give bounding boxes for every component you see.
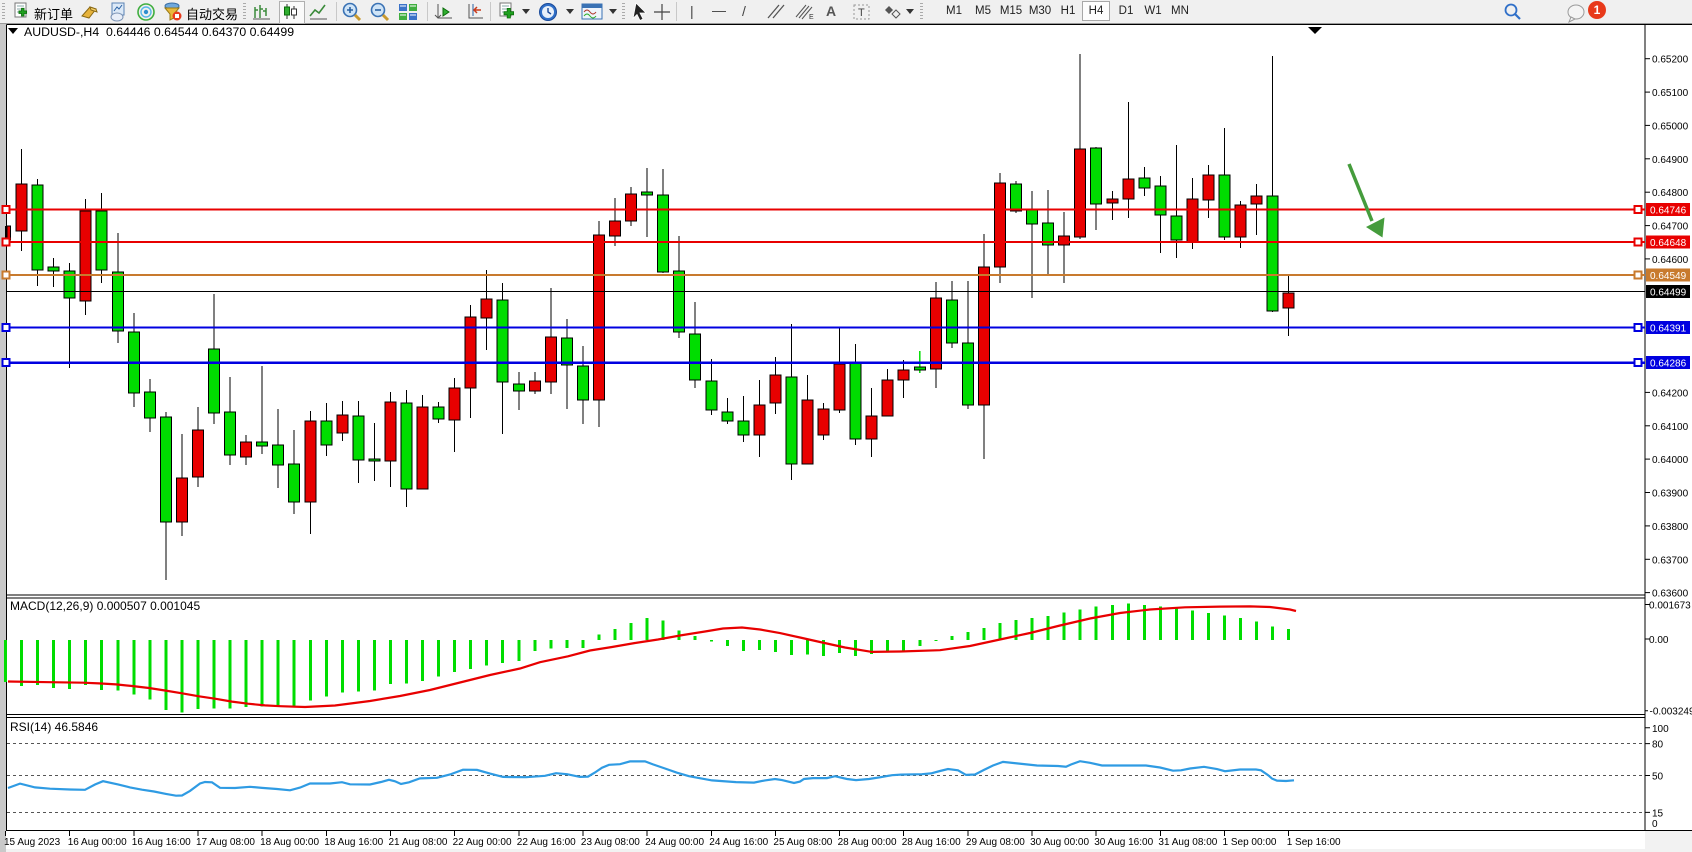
svg-text:0.64800: 0.64800 xyxy=(1652,188,1689,199)
svg-text:0.00: 0.00 xyxy=(1649,635,1669,646)
svg-text:0.001673: 0.001673 xyxy=(1649,601,1691,612)
svg-text:-0.003249: -0.003249 xyxy=(1650,707,1692,718)
svg-text:0.63700: 0.63700 xyxy=(1652,555,1689,566)
svg-text:0.64286: 0.64286 xyxy=(1650,359,1687,370)
svg-text:0.64746: 0.64746 xyxy=(1650,206,1687,217)
svg-text:0.64499: 0.64499 xyxy=(1650,288,1687,299)
svg-text:28 Aug 16:00: 28 Aug 16:00 xyxy=(902,837,961,848)
svg-text:16 Aug 16:00: 16 Aug 16:00 xyxy=(132,837,191,848)
svg-text:18 Aug 00:00: 18 Aug 00:00 xyxy=(260,837,319,848)
svg-text:0.63600: 0.63600 xyxy=(1652,589,1689,600)
svg-text:17 Aug 08:00: 17 Aug 08:00 xyxy=(196,837,255,848)
svg-text:100: 100 xyxy=(1652,724,1669,735)
svg-text:15: 15 xyxy=(1652,808,1664,819)
svg-text:0.64600: 0.64600 xyxy=(1652,255,1689,266)
svg-text:1 Sep 00:00: 1 Sep 00:00 xyxy=(1223,837,1277,848)
svg-text:80: 80 xyxy=(1652,740,1664,751)
svg-text:0: 0 xyxy=(1652,819,1658,830)
svg-text:16 Aug 00:00: 16 Aug 00:00 xyxy=(68,837,127,848)
svg-text:E: E xyxy=(809,14,814,20)
svg-text:25 Aug 08:00: 25 Aug 08:00 xyxy=(773,837,832,848)
svg-text:0.65000: 0.65000 xyxy=(1652,121,1689,132)
svg-text:0.65100: 0.65100 xyxy=(1652,88,1689,99)
svg-text:30 Aug 00:00: 30 Aug 00:00 xyxy=(1030,837,1089,848)
svg-text:0.64200: 0.64200 xyxy=(1652,388,1689,399)
svg-text:24 Aug 16:00: 24 Aug 16:00 xyxy=(709,837,768,848)
svg-text:0.64900: 0.64900 xyxy=(1652,155,1689,166)
svg-text:24 Aug 00:00: 24 Aug 00:00 xyxy=(645,837,704,848)
svg-text:0.63900: 0.63900 xyxy=(1652,489,1689,500)
svg-text:31 Aug 08:00: 31 Aug 08:00 xyxy=(1158,837,1217,848)
svg-text:29 Aug 08:00: 29 Aug 08:00 xyxy=(966,837,1025,848)
svg-text:0.64000: 0.64000 xyxy=(1652,455,1689,466)
svg-text:50: 50 xyxy=(1652,772,1664,783)
svg-text:22 Aug 00:00: 22 Aug 00:00 xyxy=(453,837,512,848)
svg-text:0.64700: 0.64700 xyxy=(1652,222,1689,233)
svg-text:0.63800: 0.63800 xyxy=(1652,522,1689,533)
svg-text:21 Aug 08:00: 21 Aug 08:00 xyxy=(389,837,448,848)
svg-text:1 Sep 16:00: 1 Sep 16:00 xyxy=(1287,837,1341,848)
svg-text:0.64391: 0.64391 xyxy=(1650,324,1687,335)
svg-text:23 Aug 08:00: 23 Aug 08:00 xyxy=(581,837,640,848)
svg-text:22 Aug 16:00: 22 Aug 16:00 xyxy=(517,837,576,848)
svg-text:15 Aug 2023: 15 Aug 2023 xyxy=(4,837,61,848)
svg-text:0.64648: 0.64648 xyxy=(1650,238,1687,249)
svg-text:28 Aug 00:00: 28 Aug 00:00 xyxy=(838,837,897,848)
svg-text:30 Aug 16:00: 30 Aug 16:00 xyxy=(1094,837,1153,848)
svg-text:0.64100: 0.64100 xyxy=(1652,422,1689,433)
svg-text:18 Aug 16:00: 18 Aug 16:00 xyxy=(324,837,383,848)
svg-text:T: T xyxy=(858,7,865,19)
svg-text:AUDUSD-,H4 0.64446 0.64544 0.: AUDUSD-,H4 0.64446 0.64544 0.64370 0.644… xyxy=(24,25,294,39)
svg-text:0.64549: 0.64549 xyxy=(1650,271,1687,282)
svg-text:0.65200: 0.65200 xyxy=(1652,55,1689,66)
svg-text:MACD(12,26,9) 0.000507 0.00104: MACD(12,26,9) 0.000507 0.001045 xyxy=(10,599,200,613)
svg-text:RSI(14) 46.5846: RSI(14) 46.5846 xyxy=(10,720,98,734)
